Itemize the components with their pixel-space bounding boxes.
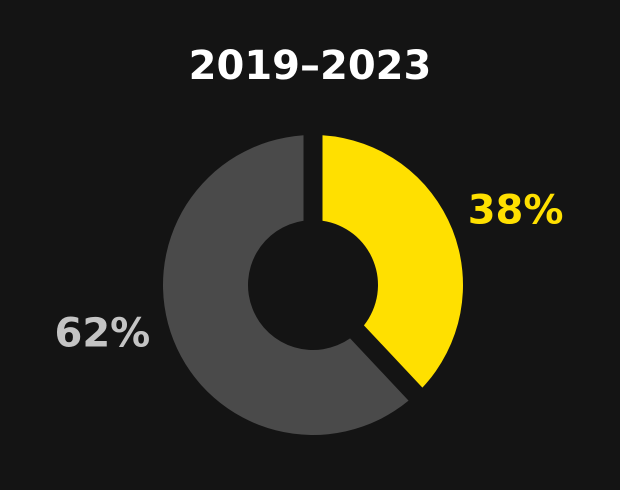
chart-title: 2019–2023 [189, 43, 432, 89]
slice-label: 62% [55, 310, 151, 356]
donut-slice [163, 135, 409, 436]
slice-label: 38% [468, 188, 564, 234]
donut-slice [322, 135, 464, 388]
